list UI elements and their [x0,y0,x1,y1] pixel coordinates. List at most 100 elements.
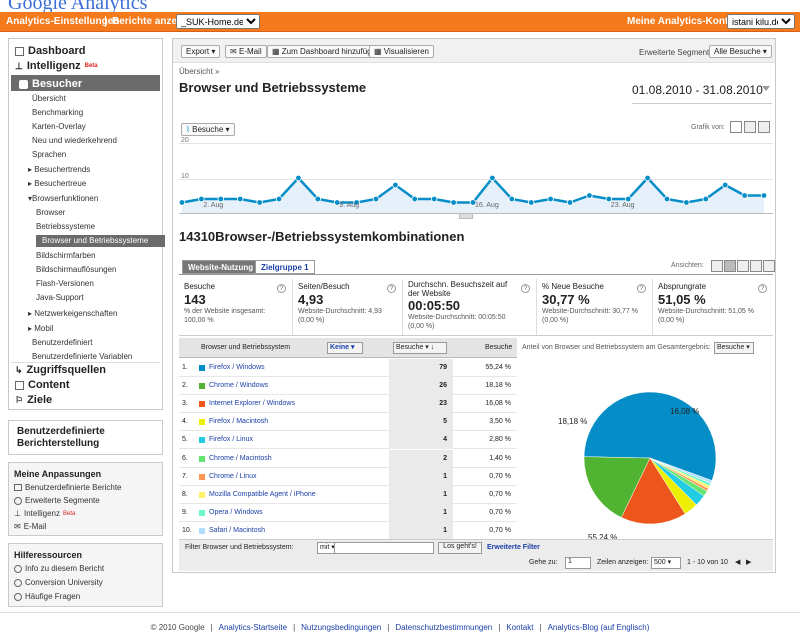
row-dimension-link[interactable]: Firefox / Macintosh [209,418,269,426]
help-about-report-link[interactable]: Info zu diesem Bericht [14,564,104,573]
date-range-picker[interactable]: 01.08.2010 - 31.08.2010 [632,83,763,97]
data-point[interactable] [625,195,632,203]
sidebar-item-content[interactable]: Content [15,379,70,391]
data-point[interactable] [314,195,321,203]
data-point[interactable] [644,174,651,182]
data-point[interactable] [722,181,729,189]
graph-month-icon[interactable] [758,121,770,133]
footer-link[interactable]: Analytics-Startseite [218,623,288,632]
sidebar-subitem[interactable]: ▸ Besuchertrends [28,165,90,174]
data-point[interactable] [237,195,244,203]
data-point[interactable] [547,195,554,203]
sidebar-subitem[interactable]: Flash-Versionen [36,279,94,288]
data-point[interactable] [333,199,341,206]
help-icon[interactable]: ? [521,284,530,293]
footer-link[interactable]: Kontakt [506,623,534,632]
metric-select[interactable]: ⌇ Besuche ▾ [181,123,235,136]
custom-reports-link[interactable]: Benutzerdefinierte Berichte [14,483,122,492]
data-point[interactable] [392,181,399,189]
goto-input[interactable]: 1 [565,557,591,569]
chart-resize-handle[interactable] [459,213,473,219]
footer-link[interactable]: Nutzungsbedingungen [301,623,382,632]
advanced-segments-link[interactable]: Erweiterte Segmente [14,496,100,505]
sidebar-subitem[interactable]: Benchmarking [32,108,83,117]
data-point[interactable] [528,199,535,206]
email-button[interactable]: ✉ E-Mail [225,45,267,58]
account-select[interactable]: istani kilu.de [727,14,795,29]
add-to-dashboard-button[interactable]: ▦ Zum Dashboard hinzufügen [267,45,386,58]
sidebar-subitem[interactable]: Betriebssysteme [36,222,95,231]
sidebar-subitem[interactable]: Bildschirmfarben [36,251,96,260]
sidebar-item-dashboard[interactable]: Dashboard [15,45,85,57]
data-point[interactable] [430,195,438,203]
sidebar-subitem[interactable]: Bildschirmauflösungen [36,265,117,274]
data-point[interactable] [663,195,671,203]
data-point[interactable] [605,195,612,203]
data-point[interactable] [741,192,748,199]
email-link[interactable]: ✉ E-Mail [14,522,46,531]
help-icon[interactable]: ? [277,284,286,293]
col-visits[interactable]: Besuche [485,344,513,351]
sidebar-subitem[interactable]: Benutzerdefiniert [32,338,92,347]
help-icon[interactable]: ? [758,284,767,293]
pie-metric-select[interactable]: Besuche ▾ [714,342,754,354]
sidebar-subitem[interactable]: ▸ Besuchertreue [28,179,86,188]
sidebar-item-visitors[interactable]: Besucher [11,75,160,91]
pie-slice[interactable] [621,457,686,525]
row-dimension-link[interactable]: Safari / Macintosh [209,526,266,534]
data-point[interactable] [217,195,224,203]
next-page-icon[interactable]: ▶ [746,559,752,566]
data-point[interactable] [566,199,574,206]
sidebar-subitem[interactable]: ▾Browserfunktionen [28,194,98,203]
data-point[interactable] [353,199,360,206]
row-dimension-link[interactable]: Chrome / Windows [209,382,269,390]
visualize-button[interactable]: ▦ Visualisieren [369,45,434,58]
data-point[interactable] [469,199,477,206]
graph-day-icon[interactable] [730,121,742,133]
profile-select[interactable]: _SUK-Home.de.vu [176,14,260,29]
help-icon[interactable]: ? [387,284,396,293]
pie-slice[interactable] [583,391,717,481]
data-point[interactable] [256,199,263,206]
row-dimension-link[interactable]: Chrome / Linux [209,472,257,480]
rows-select[interactable]: 500 ▾ [651,557,681,569]
sidebar-item-intelligence[interactable]: ⊥ Intelligenz Beta [15,60,98,72]
table-view-icon[interactable] [711,260,723,272]
row-dimension-link[interactable]: Internet Explorer / Windows [209,400,295,408]
help-icon[interactable]: ? [637,284,646,293]
row-dimension-link[interactable]: Firefox / Windows [209,364,265,371]
pie-slice[interactable] [649,457,713,484]
sidebar-subitem[interactable]: Browser [36,208,65,217]
row-dimension-link[interactable]: Firefox / Linux [209,436,253,444]
sidebar-subitem[interactable]: ▸ Netzwerkeigenschaften [28,309,117,318]
intelligence-link[interactable]: ⊥ Intelligenz Beta [14,509,75,518]
sidebar-subitem[interactable]: Benutzerdefinierte Variablen [32,352,132,361]
advanced-filter-link[interactable]: Erweiterte Filter [487,544,540,551]
data-point[interactable] [489,174,496,182]
sort-select[interactable]: Besuche ▾ ↓ [393,342,447,354]
data-point[interactable] [508,195,515,203]
sidebar-subitem[interactable]: Neu und wiederkehrend [32,136,117,145]
col-dimension[interactable]: Browser und Betriebssystem [201,344,291,351]
pie-slice[interactable] [583,456,651,518]
footer-link[interactable]: Datenschutzbestimmungen [395,623,493,632]
secondary-dimension-select[interactable]: Keine ▾ [327,342,363,354]
row-dimension-link[interactable]: Chrome / Macintosh [209,454,272,462]
row-dimension-link[interactable]: Opera / Windows [209,508,263,516]
data-point[interactable] [586,192,593,199]
data-point[interactable] [411,195,418,203]
data-point[interactable] [450,199,457,206]
data-point[interactable] [760,192,768,199]
faq-link[interactable]: Häufige Fragen [14,592,80,601]
data-point[interactable] [702,195,709,203]
sidebar-subitem[interactable]: Karten-Overlay [32,122,86,131]
data-point[interactable] [275,195,283,203]
data-point[interactable] [179,199,186,206]
google-analytics-logo[interactable]: Google Analytics [8,0,147,15]
sidebar-subitem[interactable]: Browser und Betriebssysteme [36,235,165,247]
chevron-down-icon[interactable] [762,86,770,91]
row-dimension-link[interactable]: Mozilla Compatible Agent / iPhone [209,490,316,498]
pivot-view-icon[interactable] [763,260,775,272]
segments-select[interactable]: Alle Besuche ▾ [709,45,772,58]
tab-goal-set-1[interactable]: Zielgruppe 1 [255,260,315,274]
